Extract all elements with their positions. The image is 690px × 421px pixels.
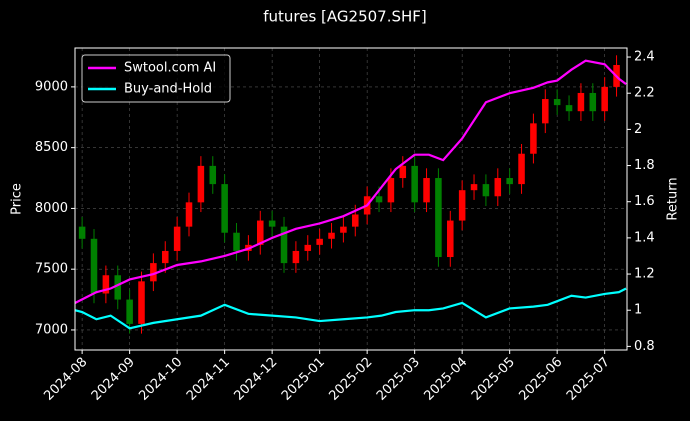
candle-body xyxy=(435,178,442,258)
candle-body xyxy=(530,123,537,154)
legend-box xyxy=(81,54,231,103)
y-tick-label: 8000 xyxy=(35,201,68,216)
candle-body xyxy=(340,226,347,233)
legend-label: Swtool.com AI xyxy=(124,61,216,76)
y-tick-label: 7500 xyxy=(35,262,68,277)
candle-body xyxy=(161,250,169,264)
candle-body xyxy=(233,232,240,251)
candle-body xyxy=(542,99,549,124)
y2-tick-label: 2 xyxy=(634,122,642,137)
data-layer xyxy=(75,55,627,334)
candle-body xyxy=(458,190,466,221)
candle-body xyxy=(399,165,407,179)
candle-body xyxy=(447,220,454,258)
candle-body xyxy=(328,232,335,239)
candle-body xyxy=(150,263,157,282)
y2-tick-label: 2.2 xyxy=(634,86,655,101)
legend-label: Buy-and-Hold xyxy=(124,82,212,97)
candle-body xyxy=(482,184,490,197)
candle-body xyxy=(126,299,133,324)
y2-axis-label: Return xyxy=(666,177,681,220)
candle-body xyxy=(601,86,608,112)
candle-body xyxy=(411,165,418,203)
chart-title: futures [AG2507.SHF] xyxy=(263,8,427,26)
y2-tick-label: 1 xyxy=(634,303,642,318)
y-tick-label: 9000 xyxy=(35,79,68,94)
candle-body xyxy=(589,92,597,112)
candle-body xyxy=(280,226,288,264)
candle-body xyxy=(114,275,122,300)
candle-body xyxy=(173,226,181,251)
candle-body xyxy=(387,178,395,203)
candle-body xyxy=(185,202,193,227)
candle-body xyxy=(90,238,98,294)
y-tick-label: 8500 xyxy=(35,140,68,155)
candle-body xyxy=(257,220,264,245)
candle-body xyxy=(102,275,110,294)
candle-body xyxy=(78,226,86,239)
candle-body xyxy=(553,99,561,106)
candle-body xyxy=(209,165,217,185)
candle-body xyxy=(197,165,205,203)
plot-frame xyxy=(74,47,628,351)
candle-body xyxy=(518,153,525,185)
candle-body xyxy=(494,178,502,197)
candle-body xyxy=(304,244,312,251)
y2-tick-label: 1.6 xyxy=(634,194,655,209)
candle-body xyxy=(423,178,430,203)
line-series xyxy=(75,59,627,304)
candle-body xyxy=(375,196,383,203)
candle-body xyxy=(316,238,323,245)
y-axis-label: Price xyxy=(10,183,25,215)
candle-body xyxy=(565,105,573,112)
y2-tick-label: 1.8 xyxy=(634,158,655,173)
candle-body xyxy=(292,250,300,264)
candle-body xyxy=(138,281,145,324)
candle-body xyxy=(221,184,228,233)
candle-body xyxy=(506,178,513,185)
y2-tick-label: 2.4 xyxy=(634,50,655,65)
y2-tick-label: 0.8 xyxy=(634,339,655,354)
candle-body xyxy=(470,184,478,191)
y2-tick-label: 1.2 xyxy=(634,267,655,282)
candle-body xyxy=(268,220,276,227)
y2-tick-label: 1.4 xyxy=(634,230,655,245)
y-tick-label: 7000 xyxy=(35,322,68,337)
line-series xyxy=(75,287,627,330)
candle-body xyxy=(352,214,359,227)
candle-body xyxy=(577,92,585,112)
